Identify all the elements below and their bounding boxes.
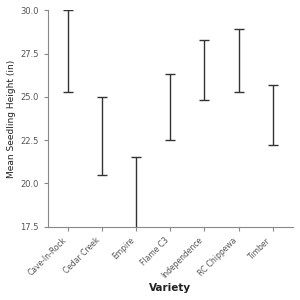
Y-axis label: Mean Seedling Height (in): Mean Seedling Height (in) bbox=[7, 59, 16, 178]
X-axis label: Variety: Variety bbox=[149, 283, 191, 293]
